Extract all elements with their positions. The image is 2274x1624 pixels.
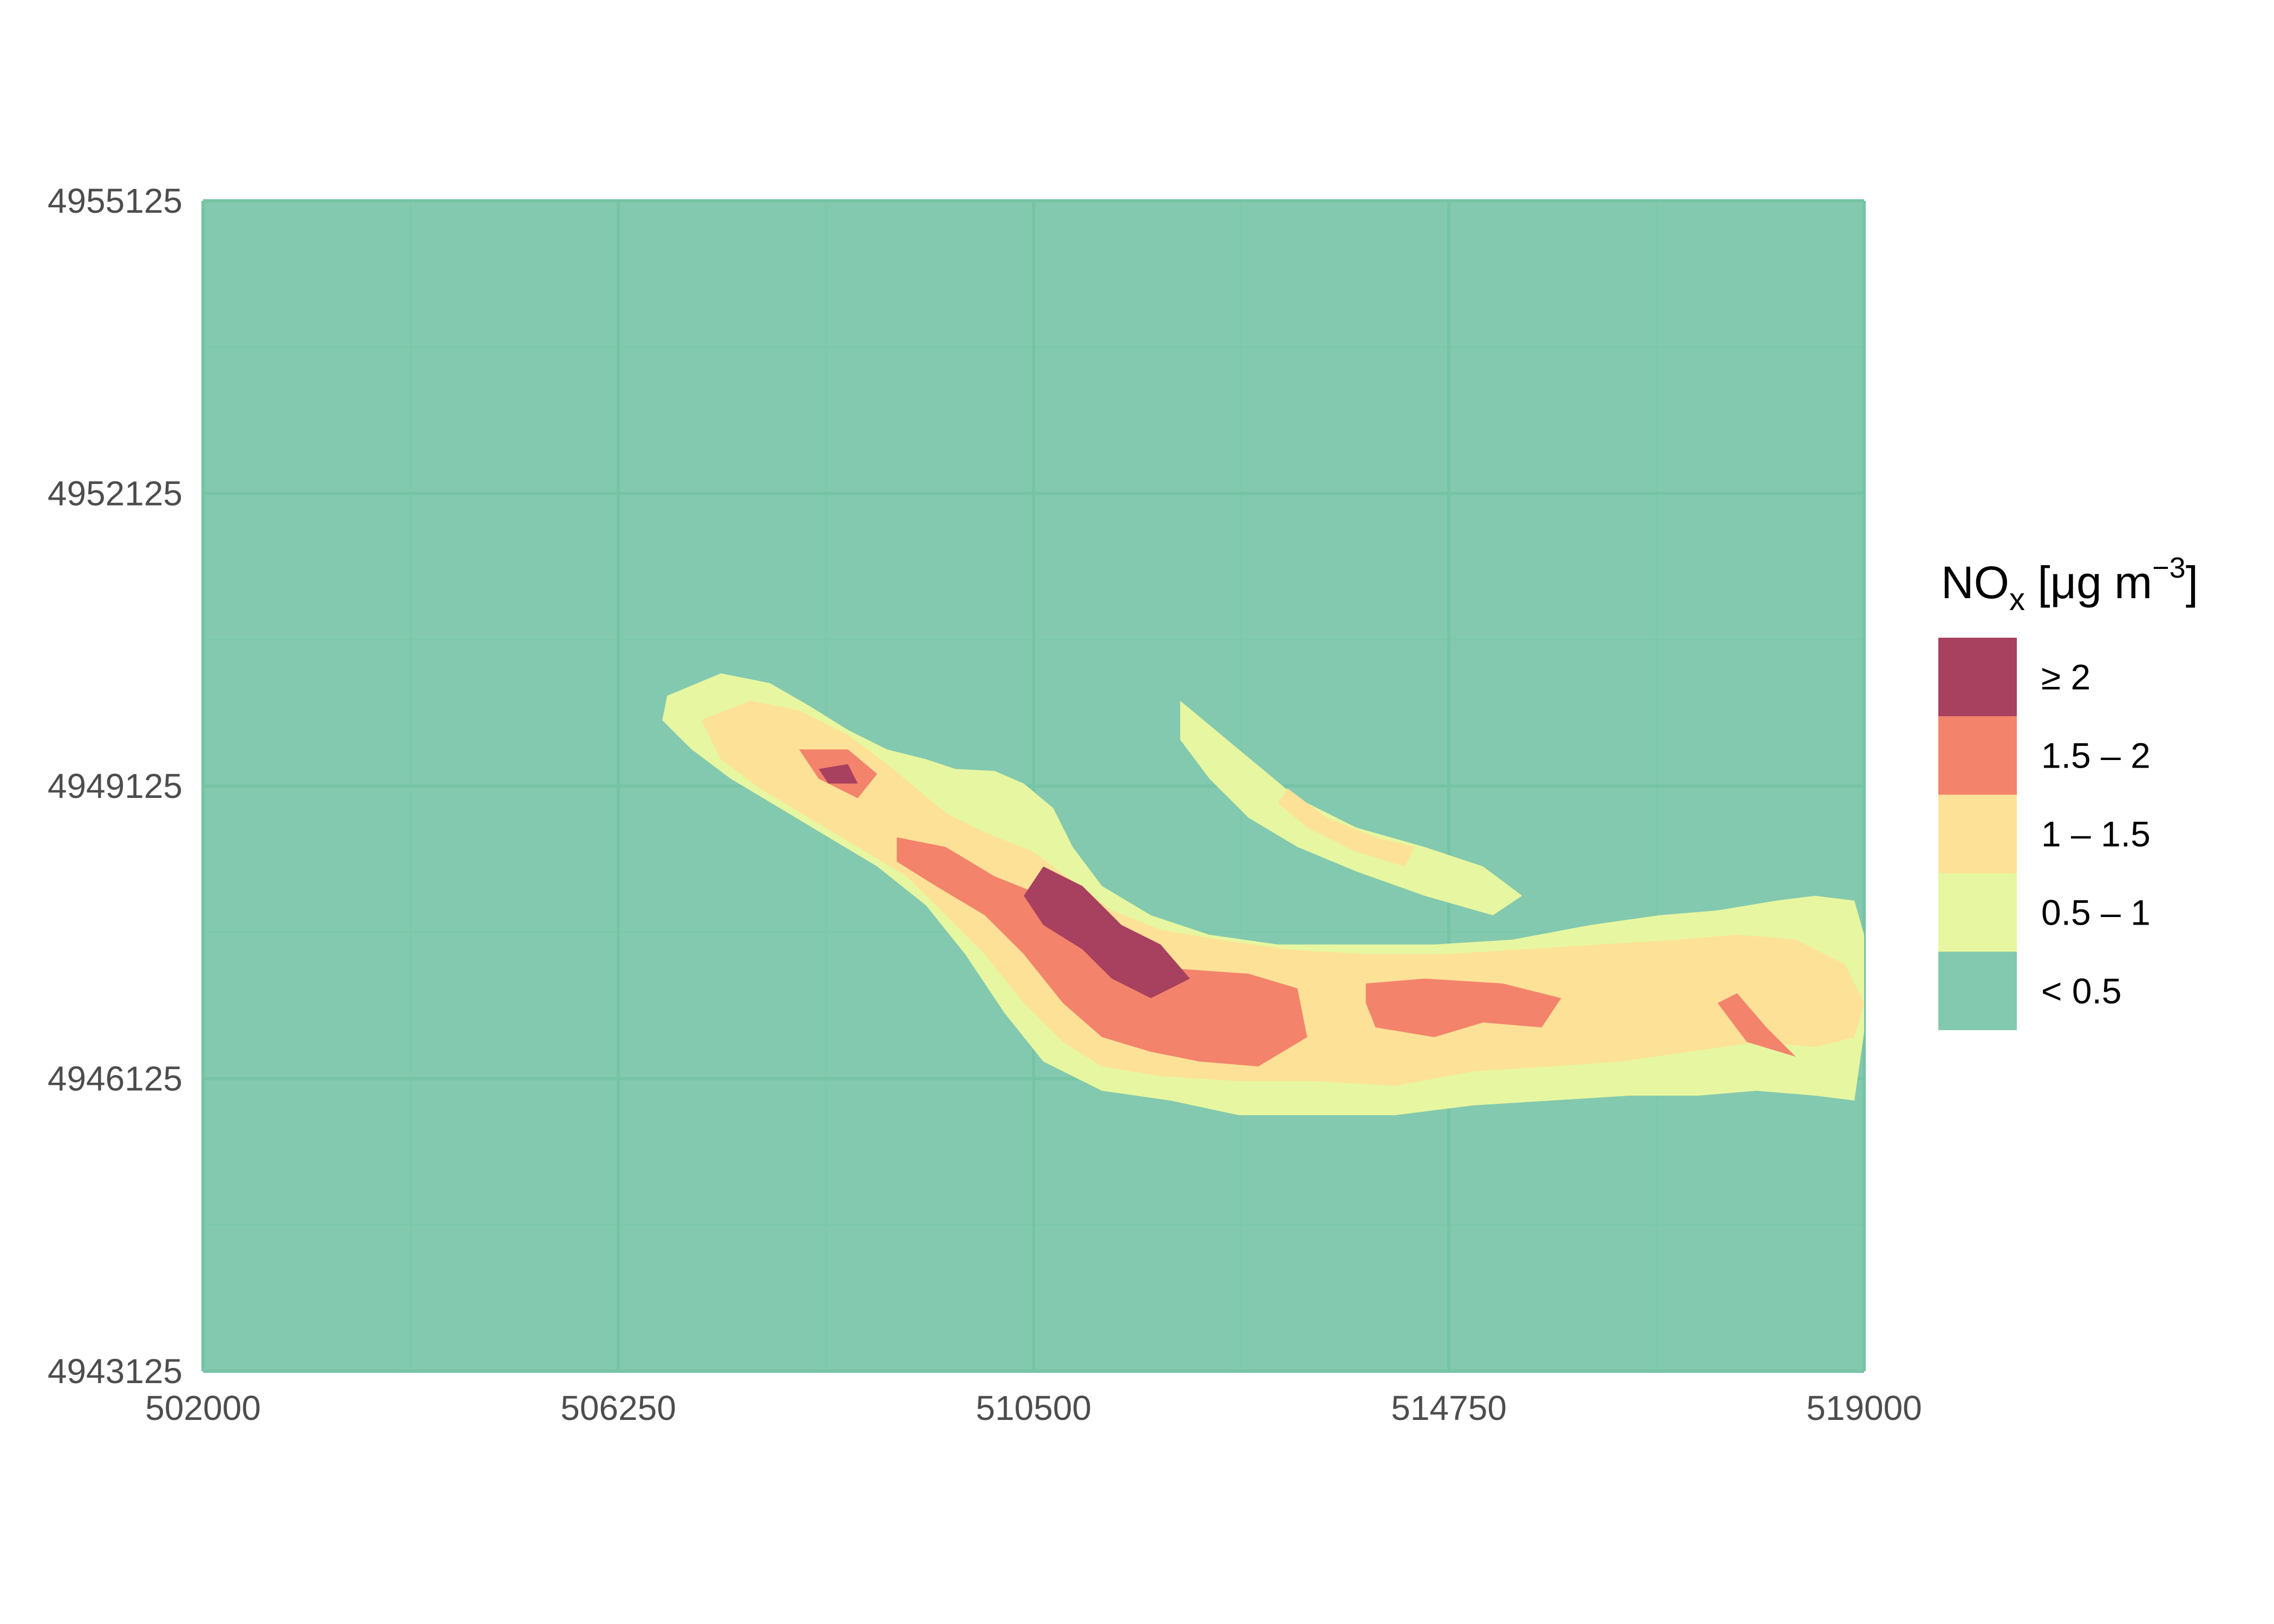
- y-tick-label: 4946125: [48, 1059, 182, 1098]
- legend-label: < 0.5: [2041, 971, 2122, 1011]
- x-tick-label: 519000: [1806, 1389, 1922, 1427]
- contour-band: [1180, 700, 1522, 915]
- legend-swatch: [1938, 873, 2017, 952]
- legend-title-close: ]: [2186, 557, 2198, 608]
- legend-swatch: [1938, 716, 2017, 795]
- legend-item: 0.5 – 1: [1938, 873, 2151, 952]
- contour-band: [1717, 993, 1796, 1057]
- y-tick-label: 4943125: [48, 1352, 182, 1391]
- legend-item: 1.5 – 2: [1938, 716, 2151, 795]
- y-tick-label: 4955125: [48, 181, 182, 220]
- legend-title-main: NO: [1941, 557, 2009, 608]
- legend-swatch: [1938, 795, 2017, 873]
- contour-band: [1365, 978, 1561, 1037]
- x-tick-label: 510500: [976, 1389, 1092, 1427]
- legend-item: ≥ 2: [1938, 638, 2090, 716]
- grid-lines: [201, 199, 1866, 1373]
- legend-title: NOx [μg m−3]: [1941, 552, 2198, 617]
- contour-band: [1278, 788, 1415, 867]
- x-tick-label: 514750: [1391, 1389, 1507, 1427]
- contour-layer: [662, 673, 1865, 1116]
- legend-title-unit: [μg m: [2025, 557, 2152, 608]
- legend-swatch: [1938, 638, 2017, 716]
- contour-band: [1024, 866, 1190, 998]
- legend-item: < 0.5: [1938, 952, 2122, 1030]
- x-axis: 502000 506250 510500 514750 519000: [145, 1389, 1922, 1427]
- y-tick-label: 4952125: [48, 474, 182, 513]
- x-tick-label: 506250: [560, 1389, 676, 1427]
- legend-label: 1 – 1.5: [2041, 814, 2151, 854]
- legend: NOx [μg m−3] ≥ 2 1.5 – 2 1 – 1.5 0.5 – 1 < 0…: [1938, 552, 2198, 1030]
- contour-band: [701, 700, 1865, 1086]
- legend-label: 1.5 – 2: [2041, 736, 2151, 776]
- legend-title-superscript: −3: [2152, 552, 2186, 584]
- legend-item: 1 – 1.5: [1938, 795, 2151, 873]
- legend-label: 0.5 – 1: [2041, 893, 2151, 933]
- contour-band: [819, 764, 858, 784]
- x-tick-label: 502000: [145, 1389, 261, 1427]
- legend-title-subscript: x: [2009, 582, 2025, 617]
- y-tick-label: 4949125: [48, 767, 182, 806]
- legend-label: ≥ 2: [2041, 657, 2090, 697]
- plot-panel: [201, 199, 1866, 1373]
- legend-items: ≥ 2 1.5 – 2 1 – 1.5 0.5 – 1 < 0.5: [1938, 638, 2151, 1030]
- y-axis: 4955125 4952125 4949125 4946125 4943125: [48, 181, 182, 1391]
- legend-swatch: [1938, 952, 2017, 1030]
